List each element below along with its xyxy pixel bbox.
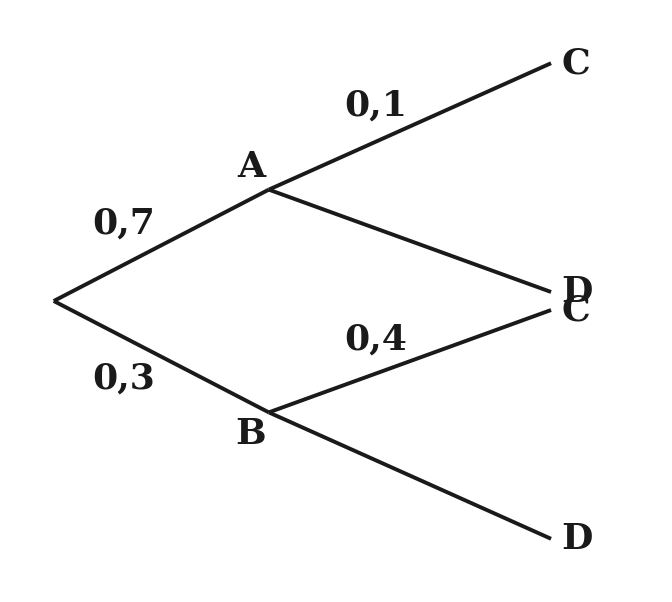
Text: D: D — [561, 275, 593, 309]
Text: C: C — [561, 293, 590, 327]
Text: C: C — [561, 46, 590, 80]
Text: A: A — [237, 150, 265, 184]
Text: B: B — [235, 417, 265, 450]
Text: 0,4: 0,4 — [344, 322, 407, 356]
Text: 0,7: 0,7 — [92, 207, 155, 241]
Text: D: D — [561, 522, 593, 556]
Text: 0,3: 0,3 — [92, 361, 155, 395]
Text: 0,1: 0,1 — [344, 88, 407, 123]
